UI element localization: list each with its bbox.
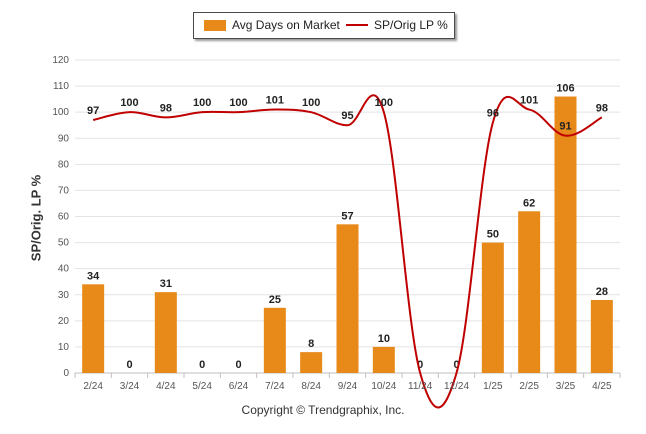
legend: Avg Days on Market SP/Orig LP % [193,12,455,39]
bar-value-label: 62 [523,197,535,209]
y-tick-label: 60 [58,212,70,223]
line-value-label: 91 [559,121,571,133]
line-value-label: 98 [596,102,608,114]
y-tick-label: 80 [58,159,70,170]
bar-value-label: 57 [341,210,353,222]
x-tick-label: 3/25 [556,381,576,392]
legend-item-line[interactable]: SP/Orig LP % [346,18,448,32]
y-tick-label: 110 [53,81,69,92]
line-value-label: 100 [375,97,393,109]
bar [518,211,541,373]
x-tick-label: 11/24 [408,381,433,392]
y-tick-label: 0 [63,368,69,379]
y-tick-label: 30 [58,290,70,301]
bar-value-label: 25 [269,294,281,306]
x-tick-label: 7/24 [265,381,285,392]
legend-swatch-bar [204,19,226,31]
line-value-label: 97 [87,105,99,117]
bar [590,299,613,373]
y-tick-label: 70 [58,185,70,196]
x-tick-label: 6/24 [229,381,249,392]
x-tick-label: 3/24 [120,381,140,392]
bar-series [82,96,613,374]
y-axis: 0 10 20 30 40 50 60 70 80 90 100 110 120 [52,55,69,379]
bar-value-label: 106 [556,83,574,95]
bar [154,292,177,373]
bar [300,352,323,373]
bar [554,96,577,374]
line-value-label: 100 [229,97,247,109]
bar [481,242,504,373]
bar-value-label: 31 [160,278,172,290]
bar [263,307,286,373]
x-tick-label: 4/25 [592,381,612,392]
y-tick-label: 50 [58,238,70,249]
x-tick-label: 2/25 [519,381,539,392]
y-tick-label: 10 [58,342,70,353]
x-tick-label: 1/25 [483,381,503,392]
bar [82,284,105,373]
line-value-label: 100 [120,97,138,109]
line-value-label: 95 [341,110,353,122]
x-tick-label: 5/24 [192,381,212,392]
x-tick-label: 2/24 [83,381,103,392]
y-tick-label: 20 [58,316,70,327]
y-axis-label: SP/Orig. LP % [28,174,44,262]
x-tick-label: 4/24 [156,381,176,392]
bar-value-label: 8 [308,338,314,350]
bar-value-label: 34 [87,270,100,282]
bar [372,346,395,373]
line-labels: 97 100 98 100 100 101 100 95 100 96 101 91 98 [87,95,608,133]
y-tick-label: 40 [58,264,70,275]
bar-value-label: 0 [126,359,132,371]
bar-value-label: 0 [199,359,205,371]
legend-swatch-line [346,24,368,26]
bar [336,224,359,373]
line-value-label: 101 [520,95,538,107]
bar-value-label: 28 [596,286,608,298]
y-tick-label: 100 [52,107,69,118]
line-value-label: 100 [302,97,320,109]
legend-label: SP/Orig LP % [374,18,448,32]
bar-value-label: 0 [417,359,423,371]
x-tick-label: 9/24 [338,381,358,392]
bar-value-label: 0 [235,359,241,371]
x-tick-label: 12/24 [444,381,469,392]
bar-value-label: 50 [487,229,499,241]
line-value-label: 101 [266,95,284,107]
line-value-label: 100 [193,97,211,109]
bar-value-label: 0 [453,359,459,371]
x-tick-label: 8/24 [301,381,321,392]
bar-value-label: 10 [378,333,390,345]
copyright: Copyright © Trendgraphix, Inc. [241,403,405,417]
x-axis: 2/24 3/24 4/24 5/24 6/24 7/24 8/24 9/24 10/24 11/… [74,373,621,392]
y-tick-label: 90 [58,133,70,144]
y-tick-label: 120 [52,55,69,66]
x-tick-label: 10/24 [371,381,396,392]
legend-label: Avg Days on Market [232,18,340,32]
line-series [92,94,603,409]
line-value-label: 96 [487,108,499,120]
line-value-label: 98 [160,102,172,114]
legend-item-bar[interactable]: Avg Days on Market [204,18,340,32]
